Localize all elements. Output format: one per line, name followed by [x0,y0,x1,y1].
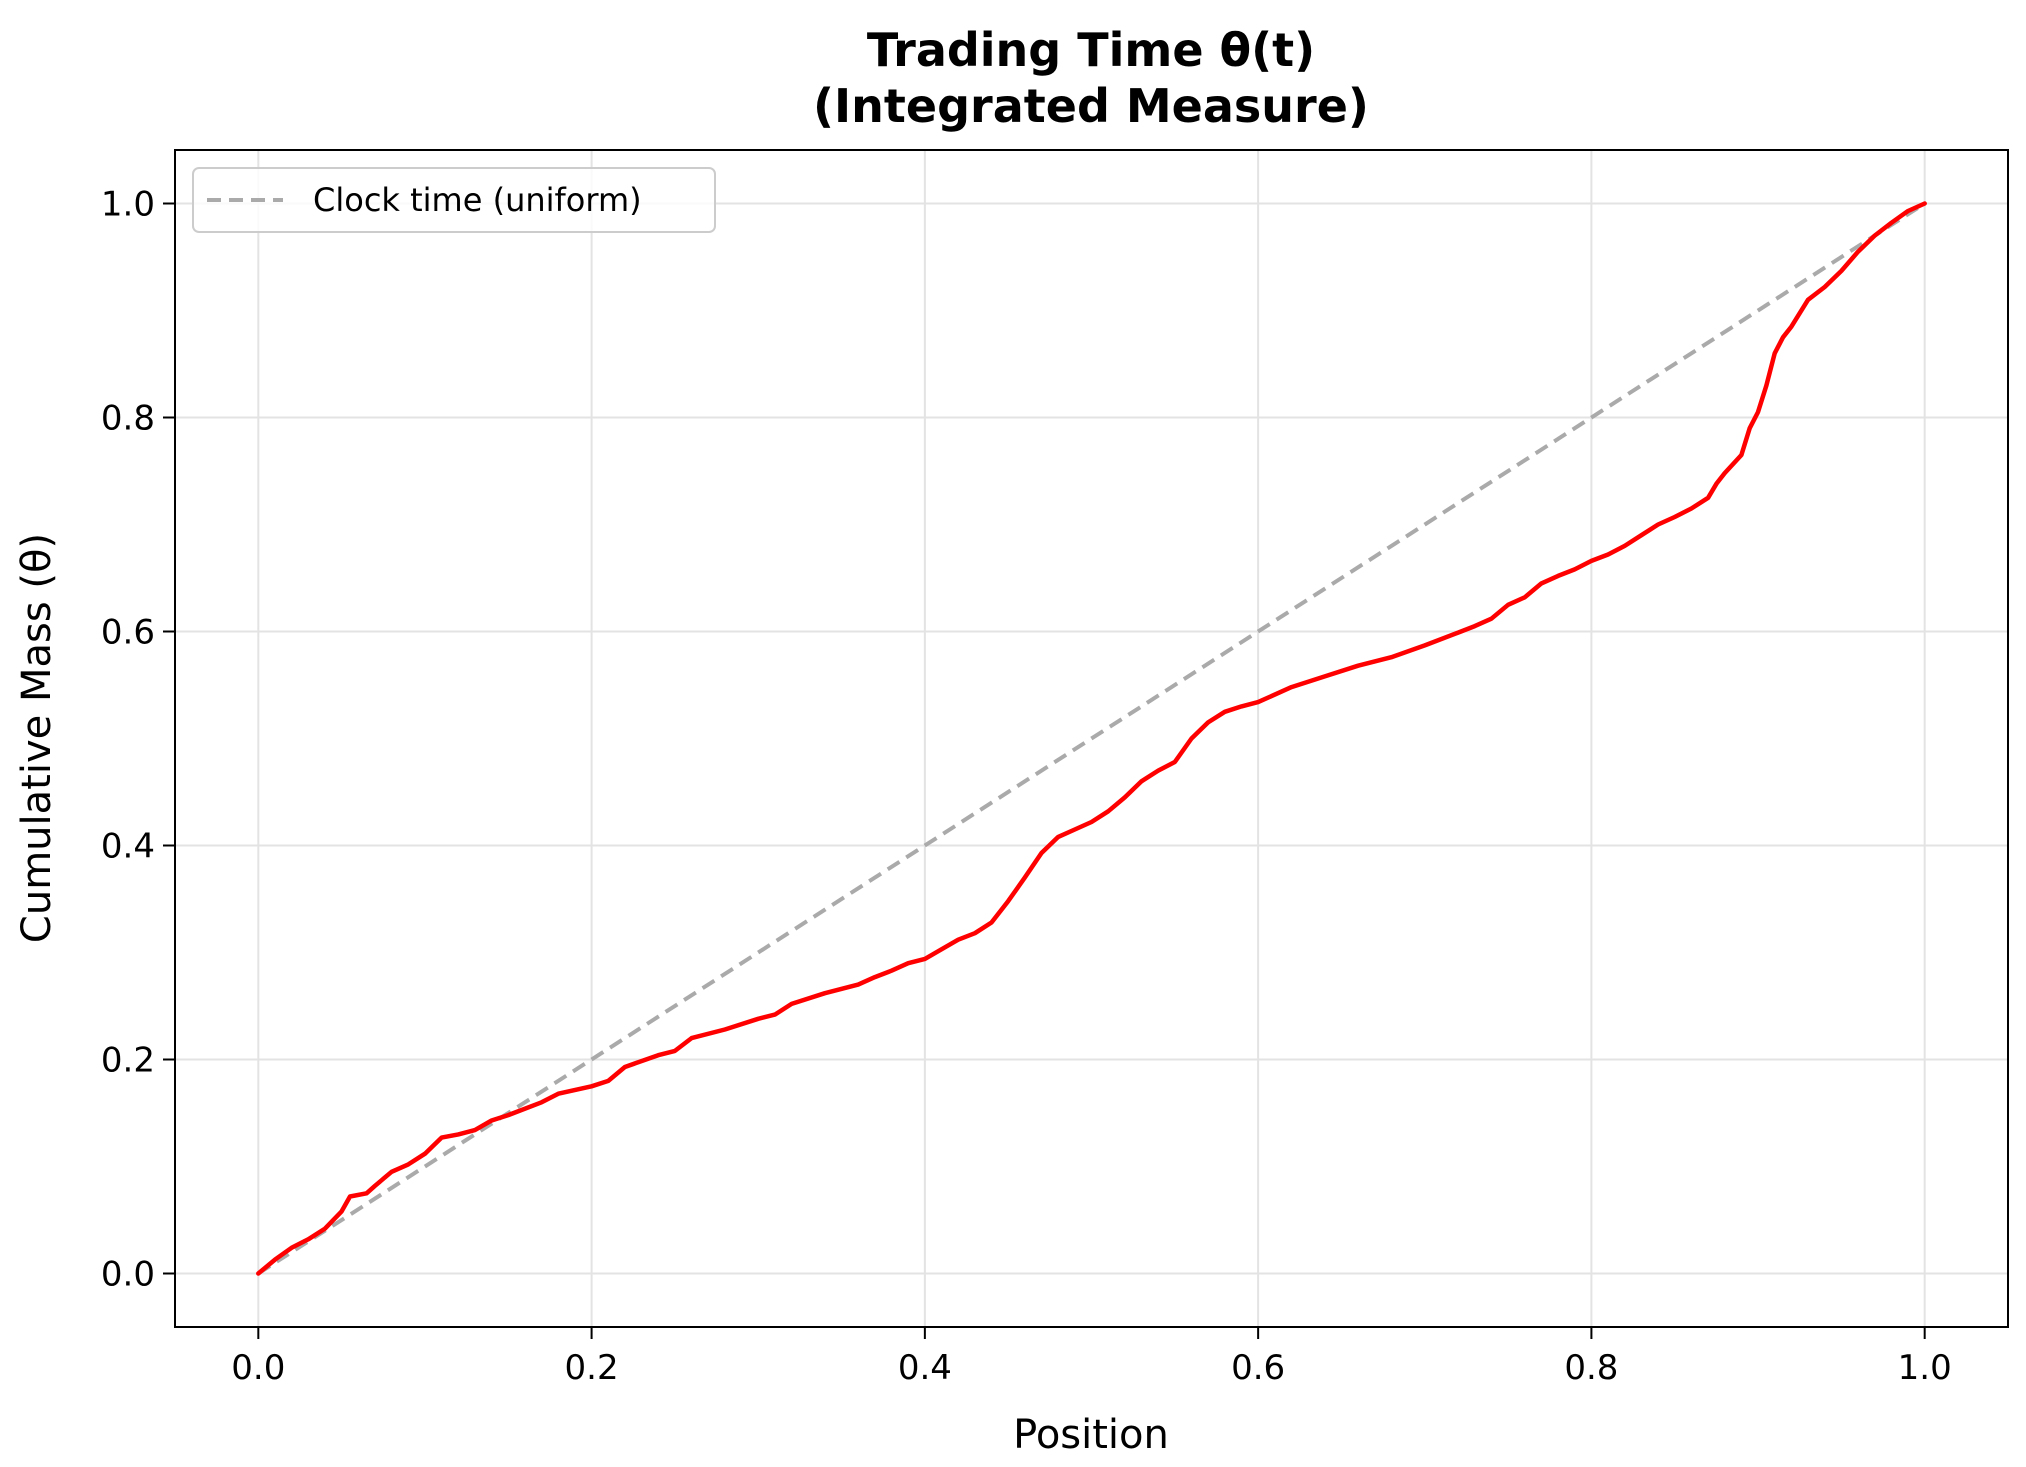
x-axis-label: Position [1013,1412,1169,1458]
y-tick-label: 0.8 [101,399,155,439]
chart-subtitle: (Integrated Measure) [813,79,1369,133]
plot-series [256,201,1927,1276]
y-tick-label: 0.0 [101,1255,155,1295]
x-tick-label: 1.0 [1898,1348,1952,1388]
x-tick-label: 0.6 [1231,1348,1285,1388]
x-tick-label: 0.2 [565,1348,619,1388]
plot-frame [174,149,2009,1328]
legend-box [192,167,716,233]
y-tick-label: 0.4 [101,827,155,867]
legend-entry-clock-time: Clock time (uniform) [313,181,642,219]
chart-title: Trading Time θ(t) [867,23,1315,77]
y-tick-label: 0.6 [101,613,155,653]
y-axis-label: Cumulative Mass (θ) [14,533,60,943]
trading-time-line [256,201,1927,1276]
x-axis-ticks: 0.0 0.2 0.4 0.6 0.8 1.0 [231,1327,1952,1388]
x-tick-label: 0.8 [1564,1348,1618,1388]
x-tick-label: 0.4 [898,1348,952,1388]
y-tick-label: 1.0 [101,185,155,225]
y-axis-ticks: 0.0 0.2 0.4 0.6 0.8 1.0 [101,185,175,1295]
clock-time-line [257,201,1926,1276]
y-tick-label: 0.2 [101,1041,155,1081]
legend: Clock time (uniform) [192,167,716,233]
x-tick-label: 0.0 [231,1348,285,1388]
grid [175,150,2008,1327]
